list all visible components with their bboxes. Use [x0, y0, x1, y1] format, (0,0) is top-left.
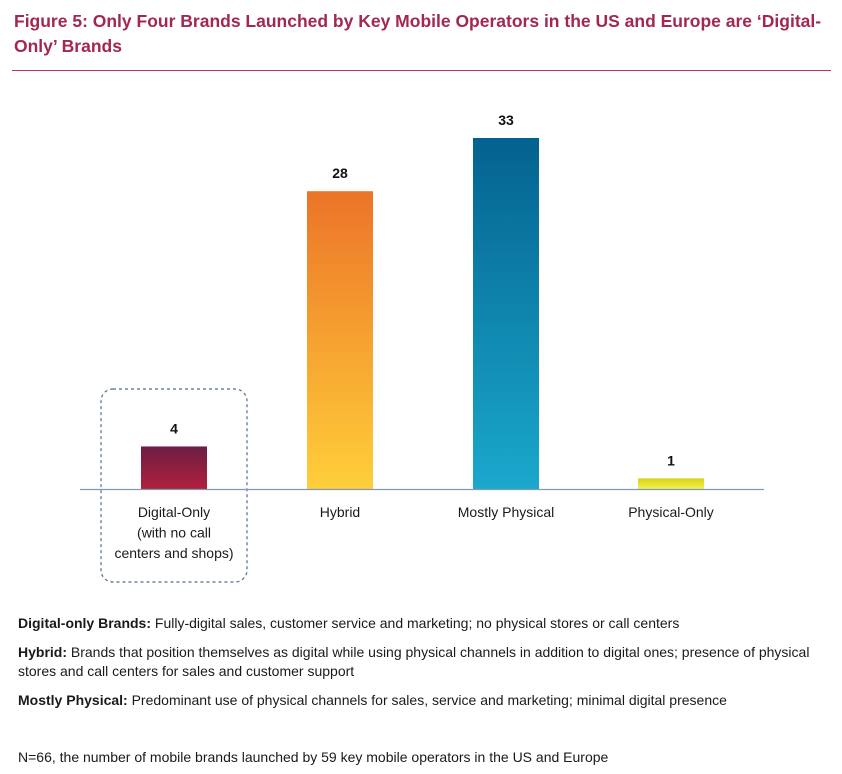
data-label-4: 1 — [667, 452, 675, 468]
definition-term: Hybrid: — [18, 644, 67, 660]
category-label-1: (with no call — [137, 525, 211, 541]
chart-title: Figure 5: Only Four Brands Launched by K… — [14, 11, 822, 56]
bar-3 — [473, 138, 539, 489]
category-label-1: Digital-Only — [138, 504, 210, 520]
definition-term: Mostly Physical: — [18, 692, 128, 708]
bar-2 — [307, 191, 373, 489]
definition-term: Digital-only Brands: — [18, 615, 152, 631]
category-label-1: centers and shops) — [114, 545, 233, 561]
definition-text: Fully-digital sales, customer service an… — [151, 615, 680, 631]
highlight-box — [100, 388, 248, 583]
definition-text: Brands that position themselves as digit… — [18, 644, 810, 679]
definitions-list: Digital-only Brands: Fully-digital sales… — [18, 614, 830, 720]
definition-item: Digital-only Brands: Fully-digital sales… — [18, 614, 830, 633]
data-label-1: 4 — [170, 420, 178, 436]
category-label-3: Mostly Physical — [458, 504, 554, 520]
title-divider — [12, 70, 831, 71]
category-label-2: Hybrid — [320, 504, 360, 520]
definition-item: Hybrid: Brands that position themselves … — [18, 643, 830, 681]
bar-chart: 4 Digital-Only (with no call centers and sh… — [80, 112, 764, 583]
data-label-2: 28 — [332, 165, 348, 181]
definition-text: Predominant use of physical channels for… — [127, 692, 727, 708]
bar-4 — [638, 478, 704, 489]
category-label-4: Physical-Only — [628, 504, 714, 520]
footnote: N=66, the number of mobile brands launch… — [18, 749, 609, 765]
bar-1 — [141, 446, 207, 489]
data-label-3: 33 — [498, 112, 514, 128]
definition-item: Mostly Physical: Predominant use of phys… — [18, 691, 830, 710]
